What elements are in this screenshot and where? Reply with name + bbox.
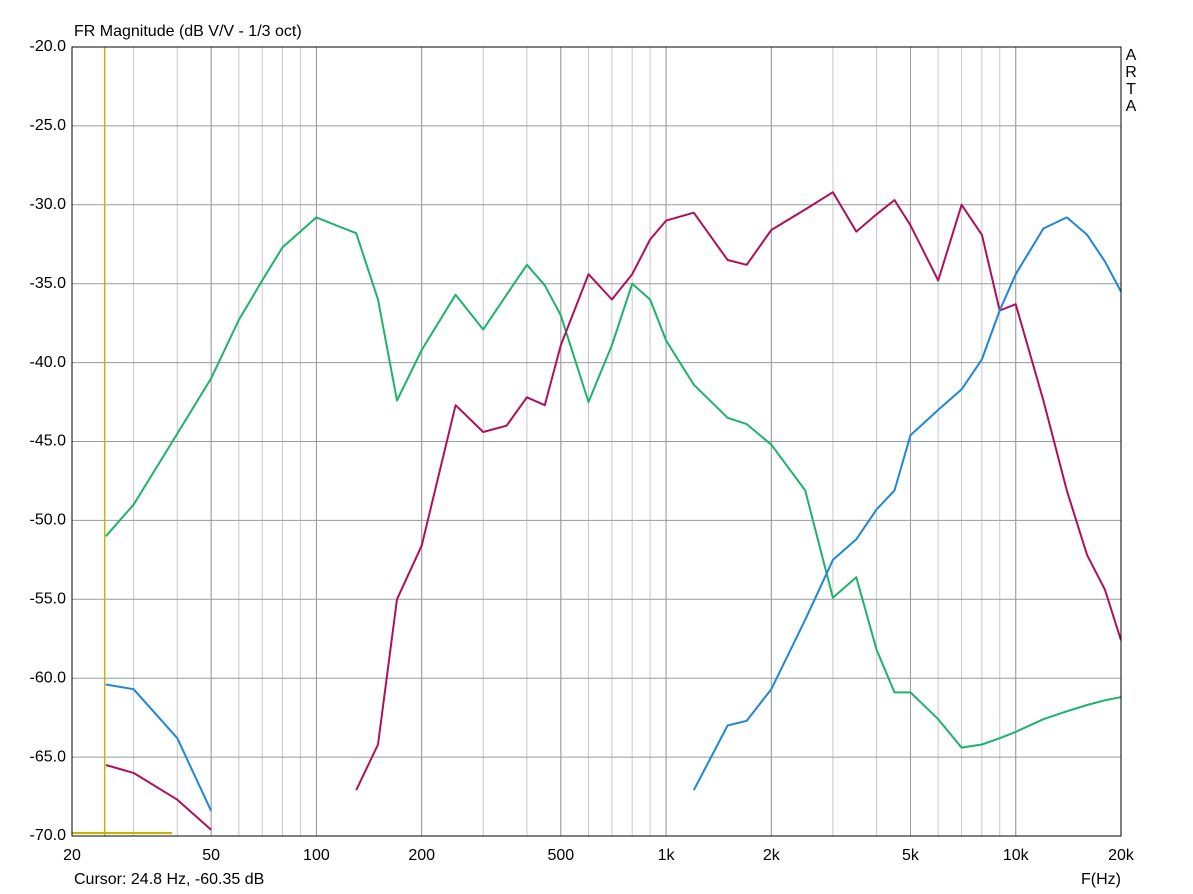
watermark-letter: A [1126,98,1137,115]
y-tick-label: -35.0 [30,275,67,292]
cursor-readout: Cursor: 24.8 Hz, -60.35 dB [74,871,264,888]
series-line [105,216,1121,812]
x-tick-label: 5k [902,847,920,864]
x-tick-label: 10k [1003,847,1030,864]
y-tick-label: -50.0 [30,512,67,529]
series-line [105,216,1121,749]
x-tick-label: 50 [202,847,220,864]
y-tick-label: -45.0 [30,433,67,450]
x-axis-label: F(Hz) [1081,871,1121,888]
x-tick-label: 1k [658,847,676,864]
x-tick-label: 200 [408,847,435,864]
y-tick-label: -55.0 [30,591,67,608]
y-tick-label: -40.0 [30,354,67,371]
y-tick-label: -30.0 [30,196,67,213]
x-tick-label: 2k [763,847,781,864]
watermark-letter: T [1126,81,1136,98]
y-tick-label: -60.0 [30,669,67,686]
y-tick-label: -65.0 [30,748,67,765]
plot-frame [71,46,1122,837]
watermark-letter: A [1126,47,1137,64]
x-tick-label: 20k [1108,847,1135,864]
chart-title: FR Magnitude (dB V/V - 1/3 oct) [74,23,302,40]
x-tick-label: 20 [63,847,81,864]
y-tick-label: -70.0 [30,827,67,844]
y-tick-label: -25.0 [30,117,67,134]
x-tick-label: 500 [547,847,574,864]
x-tick-label: 100 [303,847,330,864]
y-tick-label: -20.0 [30,38,67,55]
watermark-letter: R [1125,64,1137,81]
series-line [105,191,1121,831]
